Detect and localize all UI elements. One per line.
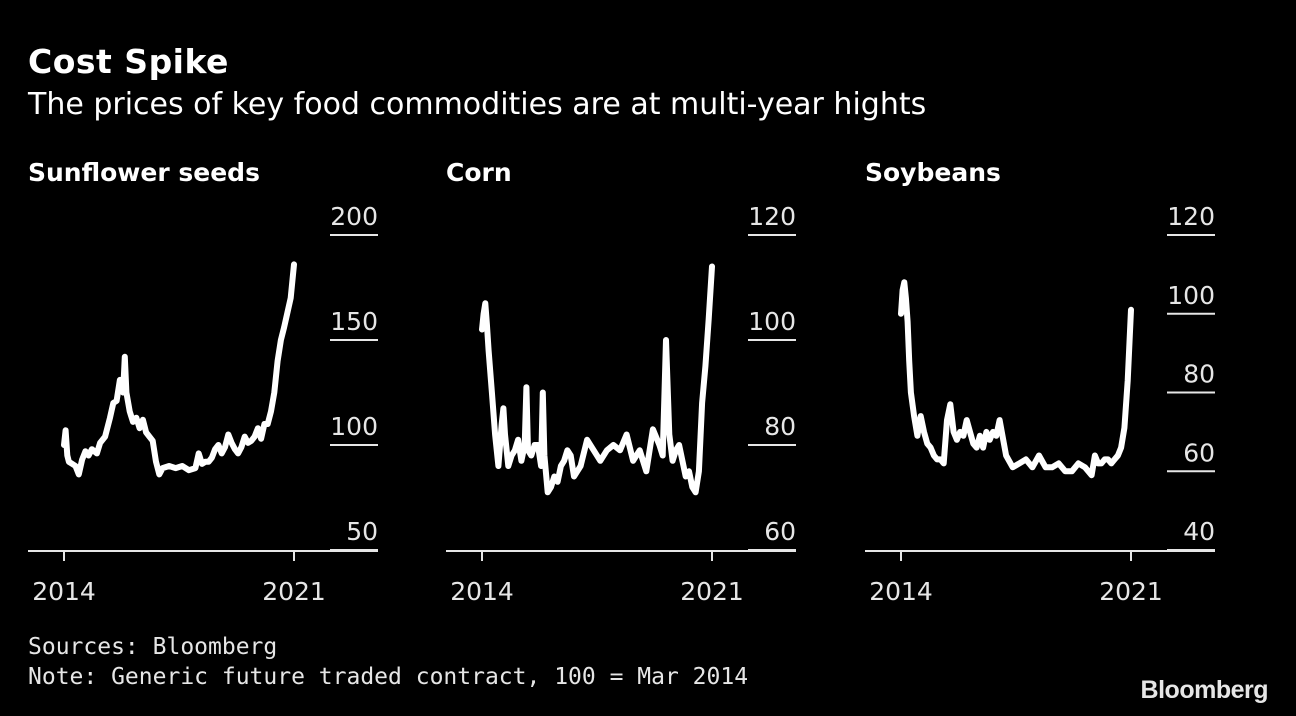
- corn-chart: 60 80 100 120 2014 2021: [446, 202, 796, 606]
- y-tick-label: 200: [330, 202, 378, 231]
- footnote: Note: Generic future traded contract, 10…: [28, 664, 749, 690]
- y-tick-label: 100: [748, 307, 796, 336]
- x-tick-label: 2021: [680, 577, 744, 606]
- x-tick-label: 2014: [869, 577, 933, 606]
- x-tick-label: 2014: [450, 577, 514, 606]
- y-tick-label: 80: [764, 412, 796, 441]
- x-tick-label: 2021: [262, 577, 326, 606]
- price-series-line: [479, 263, 715, 496]
- chart-subtitle: The prices of key food commodities are a…: [28, 87, 927, 122]
- bloomberg-logo: Bloomberg: [1140, 676, 1269, 704]
- sources-note: Sources: Bloomberg: [28, 634, 278, 660]
- corn-panel: Corn 60 80 100 120 2014 2021: [446, 150, 836, 620]
- y-tick-label: 150: [330, 307, 378, 336]
- y-tick-label: 100: [1167, 281, 1215, 310]
- panel-title: Soybeans: [865, 158, 1001, 187]
- y-tick-label: 40: [1183, 517, 1215, 546]
- y-tick-label: 120: [1167, 202, 1215, 231]
- y-tick-label: 60: [1183, 438, 1215, 467]
- y-tick-label: 50: [346, 517, 378, 546]
- soybeans-chart: 40 60 80 100 120 2014 2021: [865, 202, 1215, 606]
- sunflower-seeds-chart: 50 100 150 200 2014 2021: [28, 202, 378, 606]
- y-tick-label: 120: [748, 202, 796, 231]
- soybeans-panel: Soybeans 40 60 80 100 120 2014 2021: [865, 150, 1255, 620]
- chart-title: Cost Spike: [28, 42, 229, 81]
- panel-title: Corn: [446, 158, 512, 187]
- y-tick-label: 80: [1183, 360, 1215, 389]
- price-series-line: [898, 279, 1134, 479]
- x-tick-label: 2014: [32, 577, 96, 606]
- y-tick-label: 100: [330, 412, 378, 441]
- x-tick-label: 2021: [1099, 577, 1163, 606]
- sunflower-seeds-panel: Sunflower seeds 50 100 150 200 2014 2021: [28, 150, 418, 620]
- y-tick-label: 60: [764, 517, 796, 546]
- panel-title: Sunflower seeds: [28, 158, 260, 187]
- price-series-line: [61, 261, 297, 478]
